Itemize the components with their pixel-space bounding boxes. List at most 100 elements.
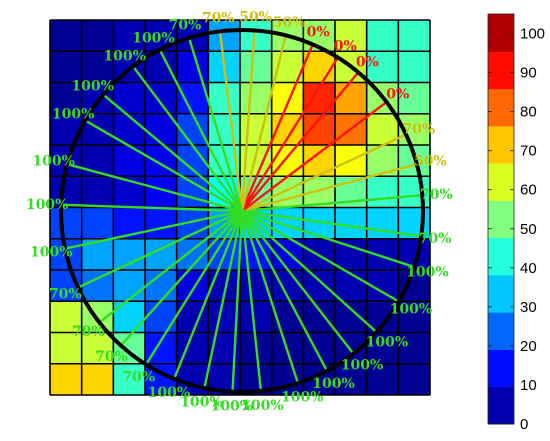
heatmap-cell: [50, 176, 83, 208]
ray-label: 100%: [26, 197, 69, 213]
heatmap-cell: [208, 20, 241, 52]
ray-line: [231, 209, 244, 393]
ray-label: 70%: [72, 324, 105, 340]
heatmap-cell: [50, 51, 83, 83]
colorbar-segment: [488, 51, 514, 90]
colorbar-tick-label: 30: [520, 299, 537, 316]
heatmap-cell: [145, 20, 178, 52]
heatmap-cell: [81, 363, 114, 396]
ray-line: [240, 209, 263, 393]
ray-line: [240, 209, 378, 334]
ray-line: [98, 209, 244, 324]
ray-line: [76, 209, 244, 289]
heatmap-cell: [113, 145, 146, 177]
ray-label: 70%: [419, 231, 452, 247]
ray-line: [158, 48, 244, 213]
heatmap-cell: [176, 51, 209, 83]
measurement-circle: [59, 28, 425, 394]
heatmap-cell: [366, 207, 399, 240]
colorbar-segment: [488, 312, 514, 350]
heatmap-cell: [81, 332, 114, 365]
heatmap-cell: [398, 20, 431, 52]
heatmap-cell: [240, 301, 273, 333]
heatmap-cell: [303, 301, 336, 333]
ray-line: [240, 71, 360, 213]
heatmap-cell: [271, 82, 304, 115]
colorbar-tick-label: 20: [520, 338, 537, 355]
heatmap-cell: [398, 332, 431, 365]
heatmap-cell: [366, 363, 399, 396]
heatmap-cell: [50, 301, 83, 333]
ray-line: [240, 209, 355, 355]
heatmap-cell: [145, 207, 178, 240]
heatmap-cell: [50, 82, 83, 115]
colorbar-tick-label: 0: [520, 416, 528, 433]
heatmap-cell: [335, 363, 368, 396]
ray-label: 0%: [307, 25, 330, 41]
ray-label: 50%: [273, 15, 306, 31]
heatmap-cell: [113, 270, 146, 302]
ray-label: 100%: [180, 395, 223, 411]
heatmap-cell: [81, 176, 114, 208]
colorbar-tick-label: 60: [520, 182, 537, 199]
heatmap-cell: [50, 207, 83, 240]
heatmap-cell: [335, 82, 368, 115]
ray-label: 70%: [122, 369, 155, 385]
heatmap-cell: [50, 363, 83, 396]
heatmap-cell: [81, 20, 114, 52]
heatmap-cell: [398, 82, 431, 115]
ray-label: 70%: [420, 187, 453, 203]
heatmap-cell: [176, 363, 209, 396]
heatmap-cell: [113, 363, 146, 396]
ray-label: 100%: [281, 389, 324, 405]
ray-line: [240, 133, 408, 213]
colorbar-segment: [488, 14, 514, 52]
colorbar-tick-label: 50: [520, 221, 537, 238]
ray-line: [240, 209, 423, 238]
heatmap-cell: [398, 363, 431, 396]
heatmap-cell: [366, 20, 399, 52]
ray-lines: [59, 29, 424, 393]
ray-label: 100%: [52, 107, 95, 123]
ray-label: 100%: [132, 30, 175, 46]
heatmap-cell: [50, 20, 83, 52]
ray-label: 0%: [334, 39, 357, 55]
heatmap-cell: [113, 301, 146, 333]
ray-line: [84, 119, 244, 213]
colorbar-tick-label: 40: [520, 260, 537, 277]
ray-line: [240, 194, 424, 213]
ray-line: [240, 209, 400, 303]
heatmap-cell: [366, 176, 399, 208]
colorbar-tick-label: 100: [520, 26, 545, 43]
colorbar-segment: [488, 200, 514, 239]
heatmap-cell: [271, 176, 304, 208]
ray-line: [240, 34, 287, 213]
ray-line: [187, 36, 244, 213]
heatmap-cell: [366, 51, 399, 83]
heatmap-cell: [113, 238, 146, 271]
ray-label: 70%: [202, 10, 235, 26]
ray-line: [240, 100, 388, 213]
ray-label: 0%: [386, 87, 409, 103]
heatmap-cell: [335, 301, 368, 333]
heatmap-cell: [81, 270, 114, 302]
colorbar-tick-label: 80: [520, 104, 537, 121]
ray-line: [172, 209, 244, 381]
heatmap-cell: [113, 82, 146, 115]
colorbar-tick-label: 70: [520, 143, 537, 160]
ray-label: 100%: [103, 48, 146, 64]
ray-line: [240, 209, 416, 269]
ray-label: 100%: [32, 154, 75, 170]
ray-line: [144, 209, 244, 366]
heatmap-cell: [113, 20, 146, 52]
heatmap-cell: [176, 176, 209, 208]
colorbar-segment: [488, 163, 514, 201]
ray-label: 100%: [312, 376, 355, 392]
heatmap-cell: [271, 145, 304, 177]
ray-label: 100%: [71, 79, 114, 95]
heatmap-cell: [81, 51, 114, 83]
colorbar-tick-label: 90: [520, 65, 537, 82]
heatmap-cell: [208, 82, 241, 115]
heatmap-cell: [176, 270, 209, 302]
